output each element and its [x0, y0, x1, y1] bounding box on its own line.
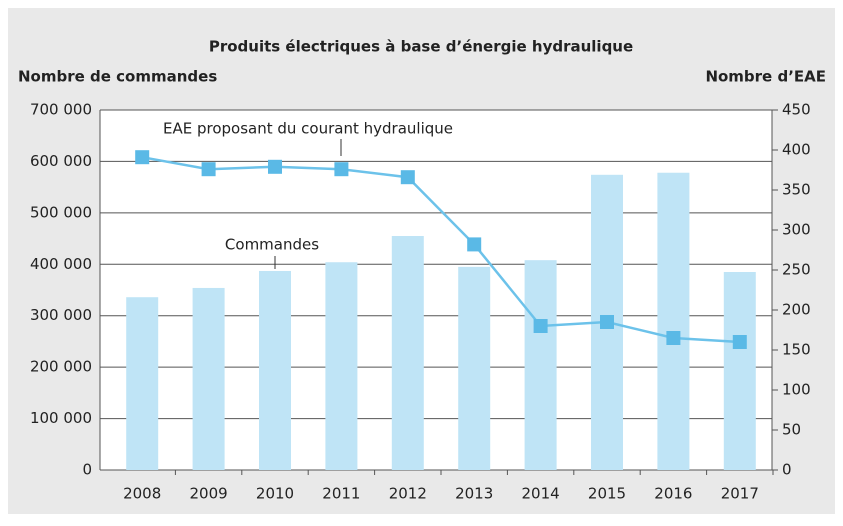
y-tick-label: 400 000 — [30, 255, 92, 273]
y2-tick-label: 150 — [782, 341, 811, 359]
bar — [126, 297, 159, 470]
x-tick-label: 2012 — [389, 485, 427, 503]
marker — [400, 170, 415, 185]
x-tick-label: 2009 — [190, 485, 228, 503]
bar — [723, 272, 756, 470]
annotation: EAE proposant du courant hydraulique — [163, 120, 453, 138]
y-tick-label: 200 000 — [30, 358, 92, 376]
x-tick-label: 2015 — [588, 485, 626, 503]
x-tick-label: 2014 — [522, 485, 560, 503]
bar — [458, 266, 491, 470]
line — [141, 155, 740, 344]
y2-tick-label: 350 — [782, 181, 811, 199]
marker — [201, 162, 216, 177]
y2-axis-label: Nombre d’EAE — [705, 68, 826, 86]
chart-title: Produits électriques à base d’énergie hy… — [209, 38, 633, 56]
y2-tick-label: 100 — [782, 381, 811, 399]
y-tick-label: 0 — [82, 461, 92, 479]
bar — [524, 260, 557, 470]
marker — [666, 331, 681, 345]
y2-tick-label: 50 — [782, 421, 801, 439]
y-axis-label: Nombre de commandes — [18, 68, 217, 86]
marker — [135, 150, 150, 165]
bar — [391, 236, 424, 470]
y2-tick-label: 400 — [782, 141, 811, 159]
y-tick-label: 300 000 — [30, 306, 92, 324]
x-tick-label: 2017 — [721, 485, 759, 503]
bar — [657, 172, 690, 470]
y-tick-label: 600 000 — [30, 152, 92, 170]
x-tick-label: 2010 — [256, 485, 294, 503]
marker — [334, 162, 349, 177]
x-tick-label: 2008 — [123, 485, 161, 503]
annotation: Commandes — [225, 236, 319, 254]
marker — [732, 335, 747, 349]
bar — [325, 262, 358, 470]
bar — [259, 270, 291, 470]
y-tick-label: 500 000 — [30, 203, 92, 221]
bar — [192, 287, 225, 470]
marker — [600, 315, 614, 329]
marker — [533, 319, 548, 333]
marker — [467, 237, 482, 252]
y-tick-label: 700 000 — [30, 101, 92, 119]
y2-tick-label: 0 — [782, 461, 792, 479]
x-tick-label: 2011 — [322, 485, 360, 503]
y2-tick-label: 450 — [782, 101, 811, 119]
x-tick-label: 2016 — [654, 485, 692, 503]
y2-tick-label: 250 — [782, 261, 811, 279]
y2-tick-label: 300 — [782, 221, 811, 239]
x-tick-label: 2013 — [455, 485, 493, 503]
marker — [268, 159, 282, 174]
y2-tick-label: 200 — [782, 301, 811, 319]
y-tick-label: 100 000 — [30, 409, 92, 427]
